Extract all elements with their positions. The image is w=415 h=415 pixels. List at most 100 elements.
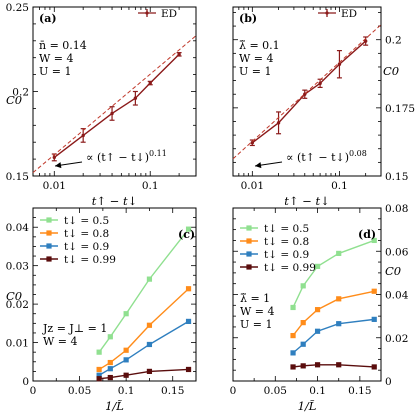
ed-data-line (53, 53, 180, 158)
series-marker (314, 362, 321, 368)
panel-a-tag: (a) (39, 12, 57, 25)
x-tick-label: 0.05 (68, 385, 91, 397)
series-marker (146, 368, 153, 374)
series-marker (96, 376, 102, 382)
legend-label: t↓ = 0.5 (264, 223, 309, 235)
y-tick-label: 0.04 (385, 290, 409, 302)
y-tick-label: 0 (22, 376, 29, 388)
y-tick-label: 0.01 (6, 338, 29, 350)
panel-b-xlabel: t↑ − t↓ (284, 194, 329, 208)
power-law-fit-line (232, 24, 382, 160)
series-marker (290, 350, 296, 356)
legend-marker (246, 238, 252, 244)
series-marker (336, 296, 342, 302)
ed-data-line (251, 40, 367, 144)
panel-a-ylabel: C0 (6, 93, 22, 107)
series-line (98, 228, 190, 353)
y-tick-label: 0.06 (385, 246, 409, 258)
panel-d-ylabel: C0 (385, 264, 401, 278)
legend-marker (46, 243, 52, 249)
legend-ed-marker (145, 11, 149, 15)
x-tick-label: 0.15 (348, 385, 371, 397)
series-marker (290, 332, 296, 339)
x-tick-label: 0 (230, 385, 237, 397)
series-marker (107, 366, 113, 372)
panel-d-tag: (d) (358, 228, 376, 241)
x-tick-label: 0.01 (43, 180, 66, 192)
panel-b-param: U = 1 (239, 65, 271, 78)
ed-data-point (110, 111, 114, 116)
y-tick-label: 0.04 (6, 222, 30, 234)
y-tick-label: 0.175 (385, 103, 415, 115)
series-marker (185, 366, 192, 373)
series-marker (185, 286, 192, 292)
ed-data-point (363, 39, 368, 43)
panel-a-param: n̄ = 0.14 (39, 39, 87, 52)
legend-ed-label: ED (341, 8, 357, 20)
legend-label: t↓ = 0.9 (64, 241, 109, 253)
y-tick-label: 0 (385, 376, 392, 388)
y-tick-label: 0.25 (6, 2, 29, 14)
series-marker (123, 357, 129, 363)
y-tick-label: 0.2 (385, 35, 402, 47)
series-marker (300, 283, 306, 289)
panel-c-param: Jz = J⊥ = 1 (42, 322, 107, 335)
legend-marker (246, 225, 252, 231)
panel-d-param: W = 4 (240, 305, 275, 318)
legend-label: t↓ = 0.99 (64, 254, 116, 266)
series-marker (336, 362, 342, 368)
legend-label: t↓ = 0.8 (264, 236, 309, 248)
series-marker (96, 372, 102, 378)
power-law-fit-line (32, 35, 197, 174)
series-marker (146, 341, 153, 348)
ed-data-point (81, 133, 85, 138)
ed-data-point (276, 121, 281, 125)
x-tick-label: 0 (30, 385, 37, 397)
x-tick-label: 0.1 (118, 385, 135, 397)
series-marker (123, 347, 129, 353)
series-marker (146, 276, 153, 282)
panel-c-xlabel: 1/L̃ (105, 399, 124, 413)
ed-data-point (133, 96, 138, 100)
y-tick-label: 0.02 (385, 333, 408, 345)
series-marker (300, 363, 306, 369)
series-marker (300, 320, 306, 326)
panel-b-fit-label: ∝ (t↑ − t↓)0.08 (286, 149, 367, 164)
series-marker (314, 328, 321, 334)
panel-b-frame (232, 6, 382, 177)
series-marker (185, 318, 192, 325)
panel-a-fit-arrow-head (55, 162, 62, 169)
legend-marker (46, 230, 52, 236)
y-tick-label: 0.03 (6, 261, 29, 273)
panel-d-param: λ̃ = 1 (240, 292, 270, 305)
series-marker (185, 226, 192, 232)
series-marker (336, 321, 342, 327)
series-marker (336, 250, 342, 257)
series-marker (290, 364, 296, 370)
panel-b-ylabel: C0 (383, 64, 399, 78)
panel-b-param: W = 4 (239, 52, 274, 65)
legend-marker (46, 217, 52, 223)
y-tick-label: 0.08 (385, 203, 408, 215)
panel-a-fit-label: ∝ (t↑ − t↓)0.11 (86, 149, 167, 164)
series-marker (123, 372, 129, 378)
series-marker (371, 288, 377, 294)
series-marker (371, 364, 377, 370)
legend-marker (246, 251, 252, 257)
panel-b-tag: (b) (239, 12, 257, 25)
panel-d-xlabel: 1/L̃ (298, 399, 317, 413)
series-marker (290, 304, 296, 311)
series-marker (371, 316, 377, 322)
ed-data-point (318, 81, 322, 86)
legend-label: t↓ = 0.99 (264, 262, 316, 274)
series-marker (371, 237, 377, 244)
series-marker (107, 374, 113, 381)
legend-label: t↓ = 0.5 (64, 215, 109, 227)
legend-label: t↓ = 0.8 (64, 228, 109, 240)
x-tick-label: 0.01 (241, 180, 264, 192)
y-tick-label: 0.15 (6, 171, 29, 183)
legend-label: t↓ = 0.9 (264, 249, 309, 261)
series-marker (300, 341, 306, 347)
legend-marker (246, 264, 252, 270)
